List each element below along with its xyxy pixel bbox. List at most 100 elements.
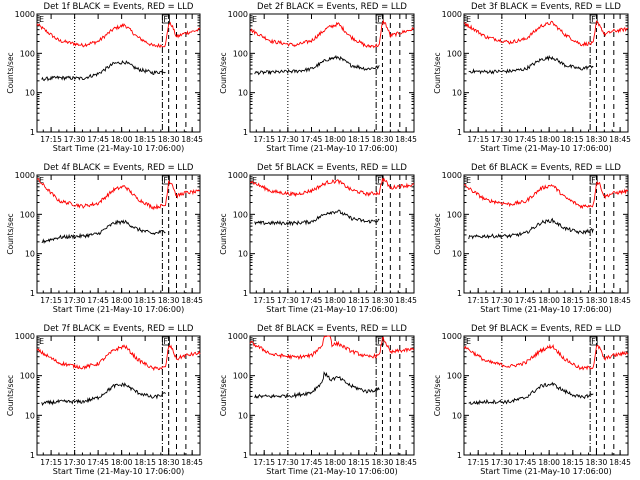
y-tick-label: 100 [20,49,35,58]
x-tick-label: 18:30 [372,458,394,467]
plot-frame [249,335,415,456]
y-tick-label: 1000 [442,10,462,19]
x-tick-label: 18:45 [181,458,203,467]
chart-panel-9: Det 9f BLACK = Events, RED = LLD 1 10 100 10… [433,324,631,476]
x-tick-label: 18:45 [609,135,631,144]
chart-title: Det 9f BLACK = Events, RED = LLD [471,324,621,334]
marker-box [589,14,598,24]
chart-title: Det 1f BLACK = Events, RED = LLD [44,2,194,12]
marker-box [589,175,598,185]
x-tick-label: 18:30 [158,458,180,467]
x-tick-label: 17:30 [277,135,299,144]
marker-label-e: E [466,15,471,24]
y-tick-label: 1000 [15,171,35,180]
x-tick-label: 17:15 [40,458,62,467]
x-tick-label: 17:15 [467,296,489,305]
x-tick-label: 17:30 [64,458,86,467]
plot-frame [249,13,415,133]
chart-panel-1: Det 1f BLACK = Events, RED = LLD 1 10 100 10… [6,2,203,153]
marker-label-e: E [252,15,257,24]
x-tick-label: 18:30 [586,296,608,305]
y-tick-label: 1 [457,289,462,298]
x-tick-label: 18:00 [538,296,560,305]
events-series-line [41,219,166,244]
y-tick-label: 10 [238,250,248,259]
x-tick-label: 17:45 [87,458,109,467]
x-tick-label: 18:45 [395,296,417,305]
events-series-line [468,217,594,240]
x-tick-label: 17:45 [301,135,323,144]
x-axis-label: Start Time (21-May-10 17:06:00) [266,467,397,476]
y-tick-label: 1000 [15,10,35,19]
plot-frame [463,174,629,294]
marker-label-f: F [163,337,168,346]
x-tick-label: 17:30 [491,458,513,467]
y-axis-label: Counts/sec [6,375,15,416]
events-series-line [254,209,380,227]
y-tick-label: 1 [457,128,462,137]
x-tick-label: 18:15 [134,135,156,144]
y-tick-label: 1 [243,451,248,460]
x-tick-label: 18:45 [609,458,631,467]
x-tick-label: 18:30 [586,458,608,467]
marker-label-e: E [252,176,257,185]
x-tick-label: 17:30 [277,296,299,305]
y-tick-label: 1000 [442,171,462,180]
marker-box [161,336,170,346]
events-series-line [468,381,594,406]
x-tick-label: 18:45 [181,296,203,305]
x-tick-label: 17:30 [64,135,86,144]
x-tick-label: 17:15 [40,296,62,305]
x-tick-label: 17:30 [491,296,513,305]
x-tick-label: 18:00 [324,458,346,467]
y-tick-label: 1 [30,128,35,137]
x-tick-label: 18:30 [372,296,394,305]
x-tick-label: 17:15 [253,458,275,467]
y-tick-label: 1000 [228,332,248,341]
x-tick-label: 17:15 [467,135,489,144]
y-tick-label: 10 [25,411,35,420]
plot-frame [36,335,201,456]
marker-label-f: F [591,337,596,346]
plot-frame [463,13,629,133]
chart-panel-4: Det 4f BLACK = Events, RED = LLD 1 10 100 10… [6,163,203,314]
y-axis-label: Counts/sec [6,52,15,93]
x-tick-label: 18:45 [609,296,631,305]
chart-panel-8: Det 8f BLACK = Events, RED = LLD 1 10 100 10… [219,324,417,476]
y-tick-label: 1 [30,289,35,298]
x-tick-label: 18:00 [111,135,133,144]
marker-box [375,336,384,346]
x-tick-label: 17:45 [301,296,323,305]
y-axis-label: Counts/sec [6,213,15,254]
x-tick-label: 17:15 [40,135,62,144]
y-tick-label: 1000 [228,171,248,180]
y-tick-label: 1 [243,289,248,298]
x-tick-label: 18:45 [395,458,417,467]
marker-label-e: E [39,176,44,185]
x-tick-label: 18:15 [562,135,584,144]
y-tick-label: 1000 [15,332,35,341]
marker-label-f: F [377,15,382,24]
x-tick-label: 17:15 [467,458,489,467]
events-series-line [254,54,380,76]
x-axis-label: Start Time (21-May-10 17:06:00) [480,467,611,476]
chart-title: Det 7f BLACK = Events, RED = LLD [44,324,194,334]
chart-panel-6: Det 6f BLACK = Events, RED = LLD 1 10 100 10… [433,163,631,314]
chart-panel-7: Det 7f BLACK = Events, RED = LLD 1 10 100 10… [6,324,203,476]
chart-title: Det 4f BLACK = Events, RED = LLD [44,163,194,173]
chart-panel-2: Det 2f BLACK = Events, RED = LLD 1 10 100 10… [219,2,417,153]
chart-title: Det 8f BLACK = Events, RED = LLD [257,324,407,334]
lld-series-line [463,181,629,210]
x-tick-label: 18:15 [134,296,156,305]
marker-label-e: E [39,337,44,346]
y-axis-label: Counts/sec [433,52,442,93]
events-series-line [468,54,594,75]
y-tick-label: 1000 [442,332,462,341]
x-tick-label: 18:00 [111,296,133,305]
marker-box [161,14,170,24]
y-tick-label: 100 [20,210,35,219]
x-tick-label: 17:30 [491,135,513,144]
x-tick-label: 17:15 [253,296,275,305]
events-series-line [254,371,380,399]
